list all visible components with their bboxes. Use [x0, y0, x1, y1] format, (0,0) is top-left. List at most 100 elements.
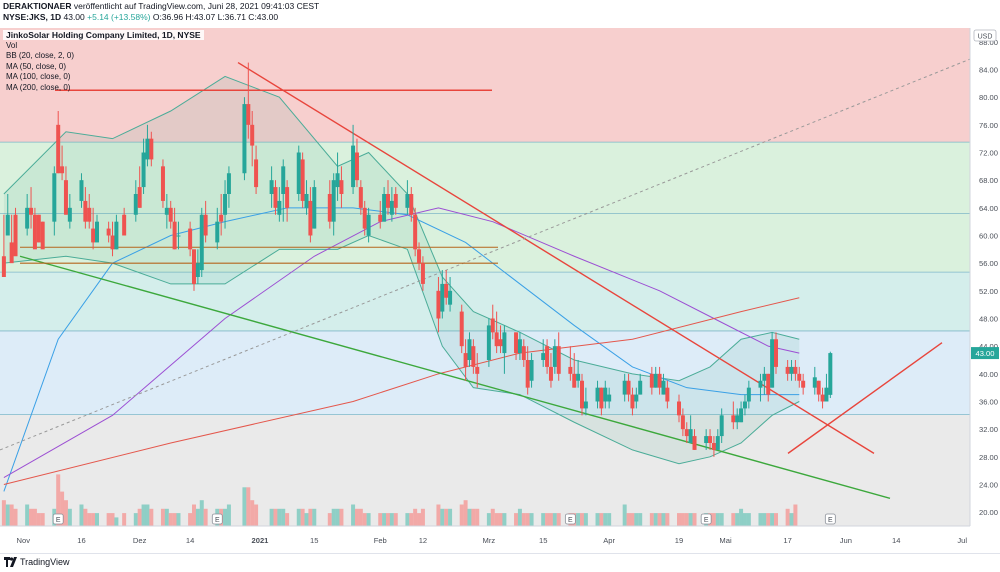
candle-body: [498, 339, 503, 347]
volume-bar: [498, 513, 503, 526]
volume-bar: [160, 508, 165, 526]
chart-area[interactable]: E E E E E 20.00 24.00 28.00 32.00 36.00 40.00 44.00…: [0, 24, 1000, 553]
price-chart-svg[interactable]: E E E E E 20.00 24.00 28.00 32.00 36.00 40.00 44.00…: [0, 24, 1000, 553]
candle-body: [770, 339, 775, 388]
candle-body: [164, 207, 169, 215]
volume-bar: [762, 513, 767, 526]
candle-body: [29, 207, 34, 215]
earnings-icon: [52, 513, 64, 525]
volume-bar: [13, 508, 18, 526]
volume-bar: [195, 508, 200, 526]
volume-bar: [688, 513, 693, 526]
volume-bar: [188, 513, 193, 526]
volume-bar: [91, 513, 96, 526]
volume-bar: [758, 513, 763, 526]
volume-bar: [595, 513, 600, 526]
volume-bar: [622, 504, 627, 526]
candle-body: [246, 104, 251, 125]
time-tick-label: 14: [186, 536, 194, 545]
tradingview-brand[interactable]: TradingView: [4, 557, 70, 567]
earnings-icon-label: E: [56, 517, 61, 524]
time-tick-label: 14: [892, 536, 900, 545]
volume-bar: [226, 504, 231, 526]
volume-bar: [405, 513, 410, 526]
candle-body: [300, 159, 305, 201]
volume-bar: [677, 513, 681, 526]
price-axis-bg: [970, 28, 1000, 553]
tradingview-logo-icon: [4, 557, 17, 567]
volume-bar: [692, 513, 697, 526]
study-ma50[interactable]: MA (50, close, 0): [6, 61, 67, 71]
candle-body: [215, 221, 220, 243]
study-ma200[interactable]: MA (200, close, 0): [6, 82, 71, 92]
last-price: 43.00: [63, 12, 85, 22]
volume-bar: [413, 508, 418, 526]
volume-bar: [552, 513, 557, 526]
earnings-icon-label: E: [215, 517, 220, 524]
volume-bar: [176, 513, 181, 526]
volume-bar: [599, 513, 604, 526]
last-price-badge: [971, 347, 999, 360]
candle-body: [746, 387, 751, 402]
candle-body: [413, 214, 418, 250]
volume-bar: [199, 500, 204, 526]
volume-bar: [774, 513, 778, 526]
volume-bar: [277, 508, 282, 526]
study-ma100[interactable]: MA (100, close, 0): [6, 72, 71, 82]
volume-bar: [114, 517, 119, 526]
candle-body: [277, 200, 282, 215]
time-tick-label: Feb: [374, 536, 387, 545]
volume-bar: [525, 513, 530, 526]
footer-bar: TradingView: [0, 553, 1000, 572]
volume-bar: [79, 504, 84, 526]
volume-bar: [32, 508, 37, 526]
candle-body: [405, 194, 410, 208]
volume-bar: [545, 513, 550, 526]
quote-line: NYSE:JKS, 1D 43.00 +5.14 (+13.58%) O:36.…: [3, 12, 278, 22]
fib-zone: [0, 272, 970, 331]
candle-body: [634, 394, 639, 402]
candle-body: [335, 173, 340, 188]
candle-body: [9, 242, 14, 264]
candle-body: [60, 166, 65, 174]
study-vol[interactable]: Vol: [6, 41, 18, 50]
candle-body: [649, 373, 654, 388]
volume-bar: [630, 513, 635, 526]
price-tick-label: 20.00: [979, 508, 998, 517]
price-tick-label: 64.00: [979, 204, 998, 213]
volume-bar: [9, 504, 14, 526]
candle-body: [141, 152, 146, 188]
candle-body: [79, 180, 84, 201]
volume-bar: [327, 513, 332, 526]
volume-bar: [242, 487, 247, 526]
candle-body: [797, 373, 802, 381]
candle-body: [199, 214, 204, 271]
volume-bar: [29, 508, 34, 526]
volume-bar: [281, 508, 286, 526]
volume-bar: [514, 513, 519, 526]
price-tick-label: 44.00: [979, 342, 998, 351]
earnings-icon-label: E: [704, 517, 709, 524]
volume-bar: [354, 508, 359, 526]
candle-body: [692, 436, 697, 450]
volume-bar: [529, 513, 534, 526]
study-bb[interactable]: BB (20, close, 2, 0): [6, 51, 75, 61]
candle-body: [444, 283, 449, 298]
price-tick-label: 72.00: [979, 149, 998, 158]
candle-body: [467, 339, 472, 360]
volume-bar: [122, 513, 127, 526]
volume-bar: [83, 508, 88, 526]
volume-bar: [444, 508, 449, 526]
candle-body: [812, 377, 817, 388]
candle-body: [529, 360, 534, 381]
candle-body: [331, 180, 336, 222]
volume-bar: [793, 504, 798, 526]
volume-bar: [95, 513, 99, 526]
candle-body: [816, 380, 821, 395]
volume-bar: [40, 513, 45, 526]
candle-body: [820, 394, 825, 402]
candle-body: [351, 145, 356, 188]
candle-body: [719, 415, 724, 437]
volume-bar: [5, 504, 10, 526]
ohlc-values: O:36.96 H:43.07 L:36.71 C:43.00: [152, 12, 279, 22]
